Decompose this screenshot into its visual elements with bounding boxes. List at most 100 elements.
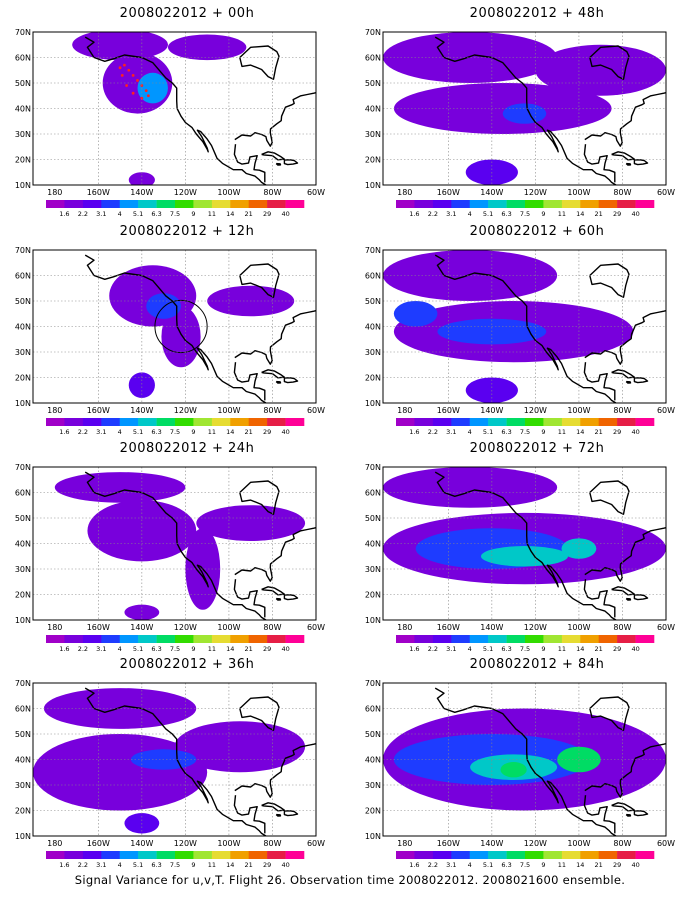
colorbar-label: 21 (245, 861, 253, 869)
colorbar-label: 9 (541, 210, 545, 218)
lat-tick-label: 20N (15, 156, 31, 165)
colorbar-label: 2.2 (428, 645, 438, 653)
lat-tick-label: 60N (15, 489, 31, 498)
colorbar-swatch (432, 418, 452, 426)
colorbar-swatch (396, 200, 415, 208)
variance-field-6 (557, 746, 601, 773)
colorbar-swatch (598, 200, 618, 208)
colorbar-label: 1.6 (59, 428, 69, 436)
colorbar-label: 40 (281, 861, 289, 869)
panel-2: 2008022012 + 24h 70N 60N 50N 40N 30N 20N 10N 18… (15, 441, 352, 659)
colorbar-swatch (506, 851, 526, 859)
plot-frame (32, 682, 317, 837)
panel-0: 2008022012 + 00h 70N 60N 50N 40N 30N 20N 10N 18… (15, 6, 352, 224)
coastline-hudson-bay (239, 480, 280, 515)
colorbar-label: 1.6 (59, 210, 69, 218)
lat-tick-label: 10N (15, 399, 31, 408)
coastline-mexico-gulf (583, 144, 616, 183)
variance-field-3 (146, 293, 182, 319)
colorbar-label: 6.3 (151, 861, 161, 869)
colorbar-label: 14 (226, 210, 234, 218)
colorbar-label: 21 (595, 210, 603, 218)
colorbar-swatch (543, 200, 563, 208)
lon-tick-label: 160W (437, 623, 460, 632)
colorbar-swatch (267, 418, 286, 426)
lon-tick-label: 100W (217, 188, 240, 197)
lat-tick-label: 50N (15, 79, 31, 88)
lat-tick-label: 10N (365, 181, 381, 190)
island-jamaica (275, 813, 282, 817)
colorbar-label: 3.1 (96, 210, 106, 218)
plot-frame (382, 466, 667, 621)
lat-tick-label: 40N (365, 540, 381, 549)
colorbar-label: 9 (191, 210, 195, 218)
lat-tick-label: 40N (15, 323, 31, 332)
colorbar-label: 21 (245, 428, 253, 436)
colorbar-label: 29 (613, 428, 621, 436)
colorbar-swatch (525, 418, 544, 426)
panel-title: 2008022012 + 48h (469, 6, 605, 21)
variance-field-4 (137, 72, 168, 104)
lat-tick-label: 40N (15, 105, 31, 114)
coastline-pacific (84, 471, 267, 620)
variance-field-1 (383, 467, 558, 508)
colorbar-swatch (156, 635, 176, 643)
colorbar-swatch (64, 200, 84, 208)
colorbar-label: 29 (263, 428, 271, 436)
island-jamaica (275, 597, 282, 601)
grid-layer (33, 683, 316, 836)
lon-tick-label: 80W (613, 623, 631, 632)
colorbar-label: 1.6 (59, 861, 69, 869)
island-hispaniola (633, 159, 649, 166)
island-cuba (611, 802, 636, 812)
colorbar-swatch (119, 851, 139, 859)
panel-map: 70N 60N 50N 40N 30N 20N 10N 180 160W 140W 120W 100W… (365, 463, 675, 653)
colorbar-label: 7.5 (170, 210, 180, 218)
colorbar-swatch (230, 418, 249, 426)
colorbar-label: 9 (191, 645, 195, 653)
lon-tick-label: 80W (263, 188, 281, 197)
colorbar-swatch (193, 851, 213, 859)
colorbar-label: 4 (118, 861, 122, 869)
flight-track-point (144, 89, 148, 93)
colorbar-label: 7.5 (520, 210, 530, 218)
lon-tick-label: 180 (397, 406, 412, 415)
colorbar-label: 6.3 (501, 428, 511, 436)
variance-field-1 (535, 44, 666, 96)
colorbar-label: 9 (191, 861, 195, 869)
colorbar-swatch (211, 851, 231, 859)
colorbar-label: 40 (631, 210, 639, 218)
island-cuba (611, 369, 636, 379)
colorbar-label: 7.5 (520, 645, 530, 653)
lat-tick-label: 30N (15, 781, 31, 790)
lat-tick-label: 50N (365, 514, 381, 523)
island-hispaniola (283, 377, 299, 384)
colorbar-label: 11 (208, 428, 216, 436)
colorbar-label: 5.1 (483, 861, 493, 869)
lon-tick-label: 60W (657, 623, 675, 632)
panel-map: 70N 60N 50N 40N 30N 20N 10N 180 160W 140W 120W 100W… (15, 463, 325, 653)
colorbar-label: 14 (576, 428, 584, 436)
colorbar-swatch (617, 635, 636, 643)
colorbar-label: 11 (208, 645, 216, 653)
colorbar-label: 29 (263, 861, 271, 869)
coastline-pacific (434, 36, 617, 185)
colorbar-label: 14 (226, 645, 234, 653)
colorbar-swatch (396, 851, 415, 859)
flight-track-point (136, 79, 139, 82)
colorbar-label: 21 (595, 428, 603, 436)
variance-field-1 (128, 172, 155, 185)
lon-tick-label: 120W (524, 406, 547, 415)
lon-tick-label: 80W (613, 839, 631, 848)
lon-tick-label: 140W (130, 406, 153, 415)
colorbar-swatch (285, 635, 305, 643)
lat-tick-label: 40N (365, 756, 381, 765)
lon-tick-label: 180 (47, 406, 62, 415)
colorbar-swatch (46, 200, 65, 208)
colorbar-swatch (506, 418, 526, 426)
flight-track-point (131, 91, 135, 95)
colorbar-label: 4 (118, 428, 122, 436)
lon-tick-label: 140W (480, 839, 503, 848)
lat-tick-label: 10N (15, 616, 31, 625)
coastline-atlantic (584, 527, 666, 582)
